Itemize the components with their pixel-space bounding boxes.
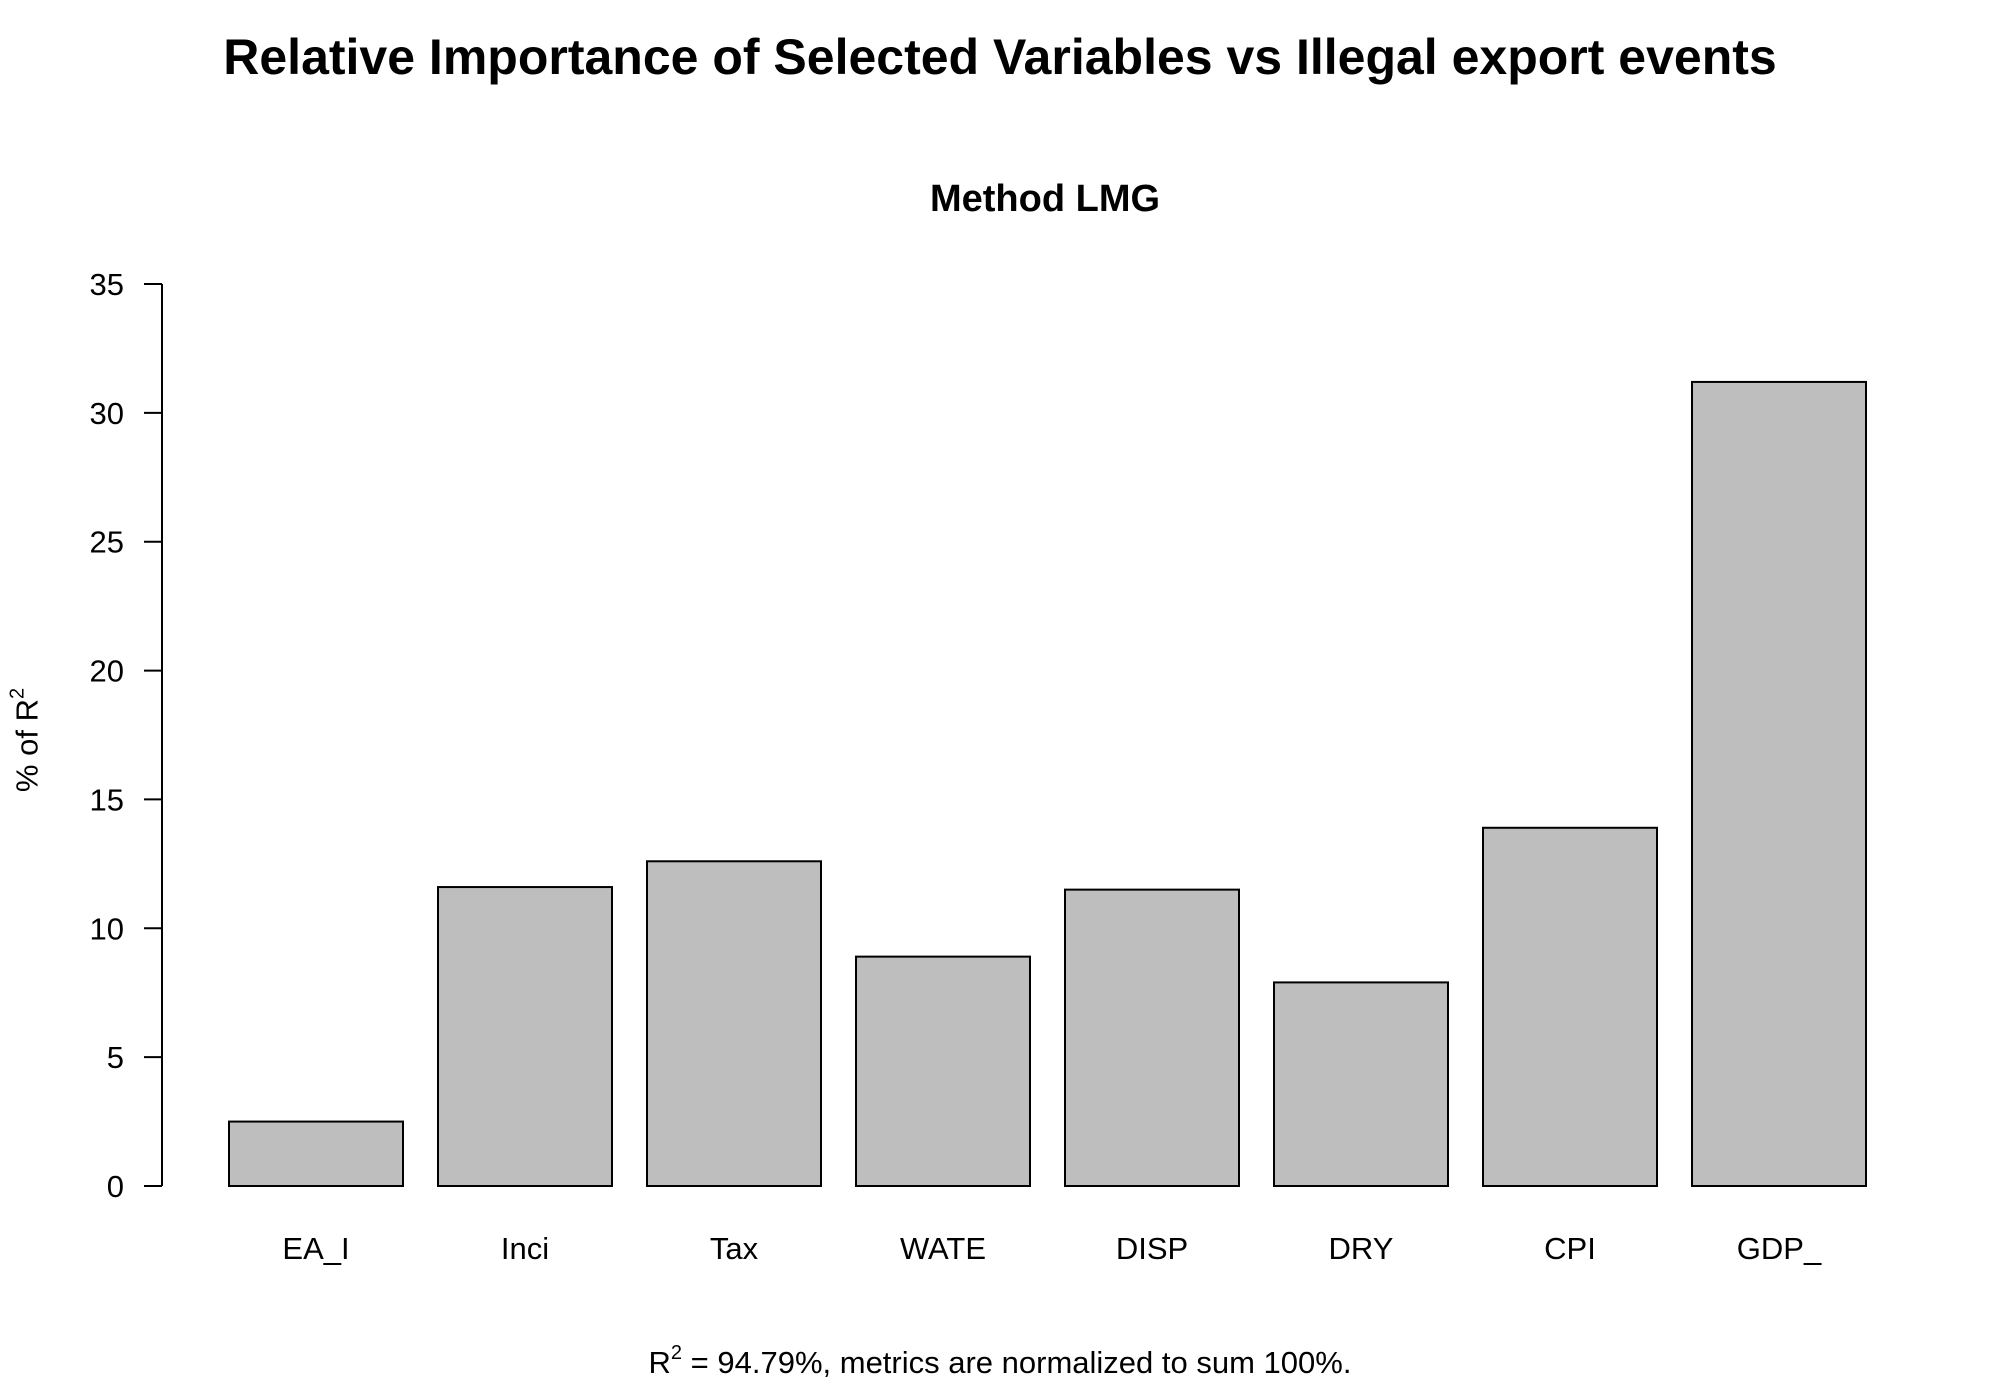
chart-title: Relative Importance of Selected Variable… — [223, 29, 1777, 85]
x-tick-label: DRY — [1329, 1231, 1394, 1266]
y-tick-label: 35 — [90, 267, 124, 302]
y-tick-label: 0 — [107, 1169, 124, 1204]
bar-dry — [1273, 981, 1449, 1187]
bars — [228, 380, 1867, 1188]
x-axis-labels: EA_I Inci Tax WATE DISP DRY CPI GDP_ — [282, 1231, 1822, 1266]
bar-ea-i — [228, 1120, 404, 1187]
y-tick-label: 20 — [90, 654, 124, 689]
y-tick-label: 10 — [90, 911, 124, 946]
x-tick-label: Inci — [501, 1231, 549, 1266]
x-tick-label: Tax — [710, 1231, 759, 1266]
x-tick-label: WATE — [900, 1231, 986, 1266]
y-tick-label: 5 — [107, 1040, 124, 1075]
chart-subtitle: Method LMG — [929, 178, 1161, 220]
y-axis: 0 5 10 15 20 25 30 35 — [90, 267, 163, 1204]
y-tick-label: 25 — [90, 525, 124, 560]
bar-wate — [855, 955, 1031, 1187]
bar-gdp- — [1691, 380, 1867, 1187]
x-tick-label: EA_I — [282, 1231, 349, 1266]
bar-disp — [1064, 888, 1240, 1188]
chart-footer: R2 = 94.79%, metrics are normalized to s… — [648, 1342, 1352, 1380]
y-tick-label: 30 — [90, 396, 124, 431]
footer-superscript: 2 — [670, 1342, 683, 1364]
bar-cpi — [1482, 826, 1658, 1188]
x-tick-label: DISP — [1116, 1231, 1188, 1266]
y-tick-label: 15 — [90, 782, 124, 817]
bar-tax — [646, 860, 822, 1188]
x-tick-label: CPI — [1544, 1231, 1596, 1266]
x-tick-label: GDP_ — [1737, 1231, 1822, 1266]
bar-inci — [437, 886, 613, 1188]
